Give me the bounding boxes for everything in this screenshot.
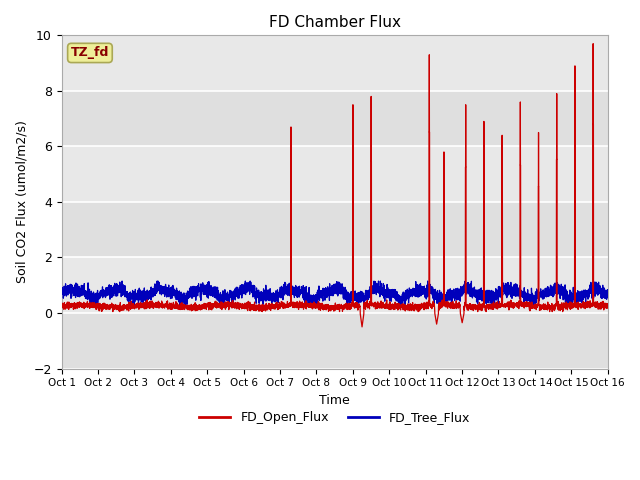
Bar: [61, 202, 608, 257]
Legend: FD_Open_Flux, FD_Tree_Flux: FD_Open_Flux, FD_Tree_Flux: [194, 406, 476, 429]
Title: FD Chamber Flux: FD Chamber Flux: [269, 15, 401, 30]
Bar: [61, 91, 608, 146]
Text: TZ_fd: TZ_fd: [71, 47, 109, 60]
Bar: [61, 313, 608, 369]
X-axis label: Time: Time: [319, 394, 350, 407]
Y-axis label: Soil CO2 Flux (umol/m2/s): Soil CO2 Flux (umol/m2/s): [15, 120, 28, 283]
